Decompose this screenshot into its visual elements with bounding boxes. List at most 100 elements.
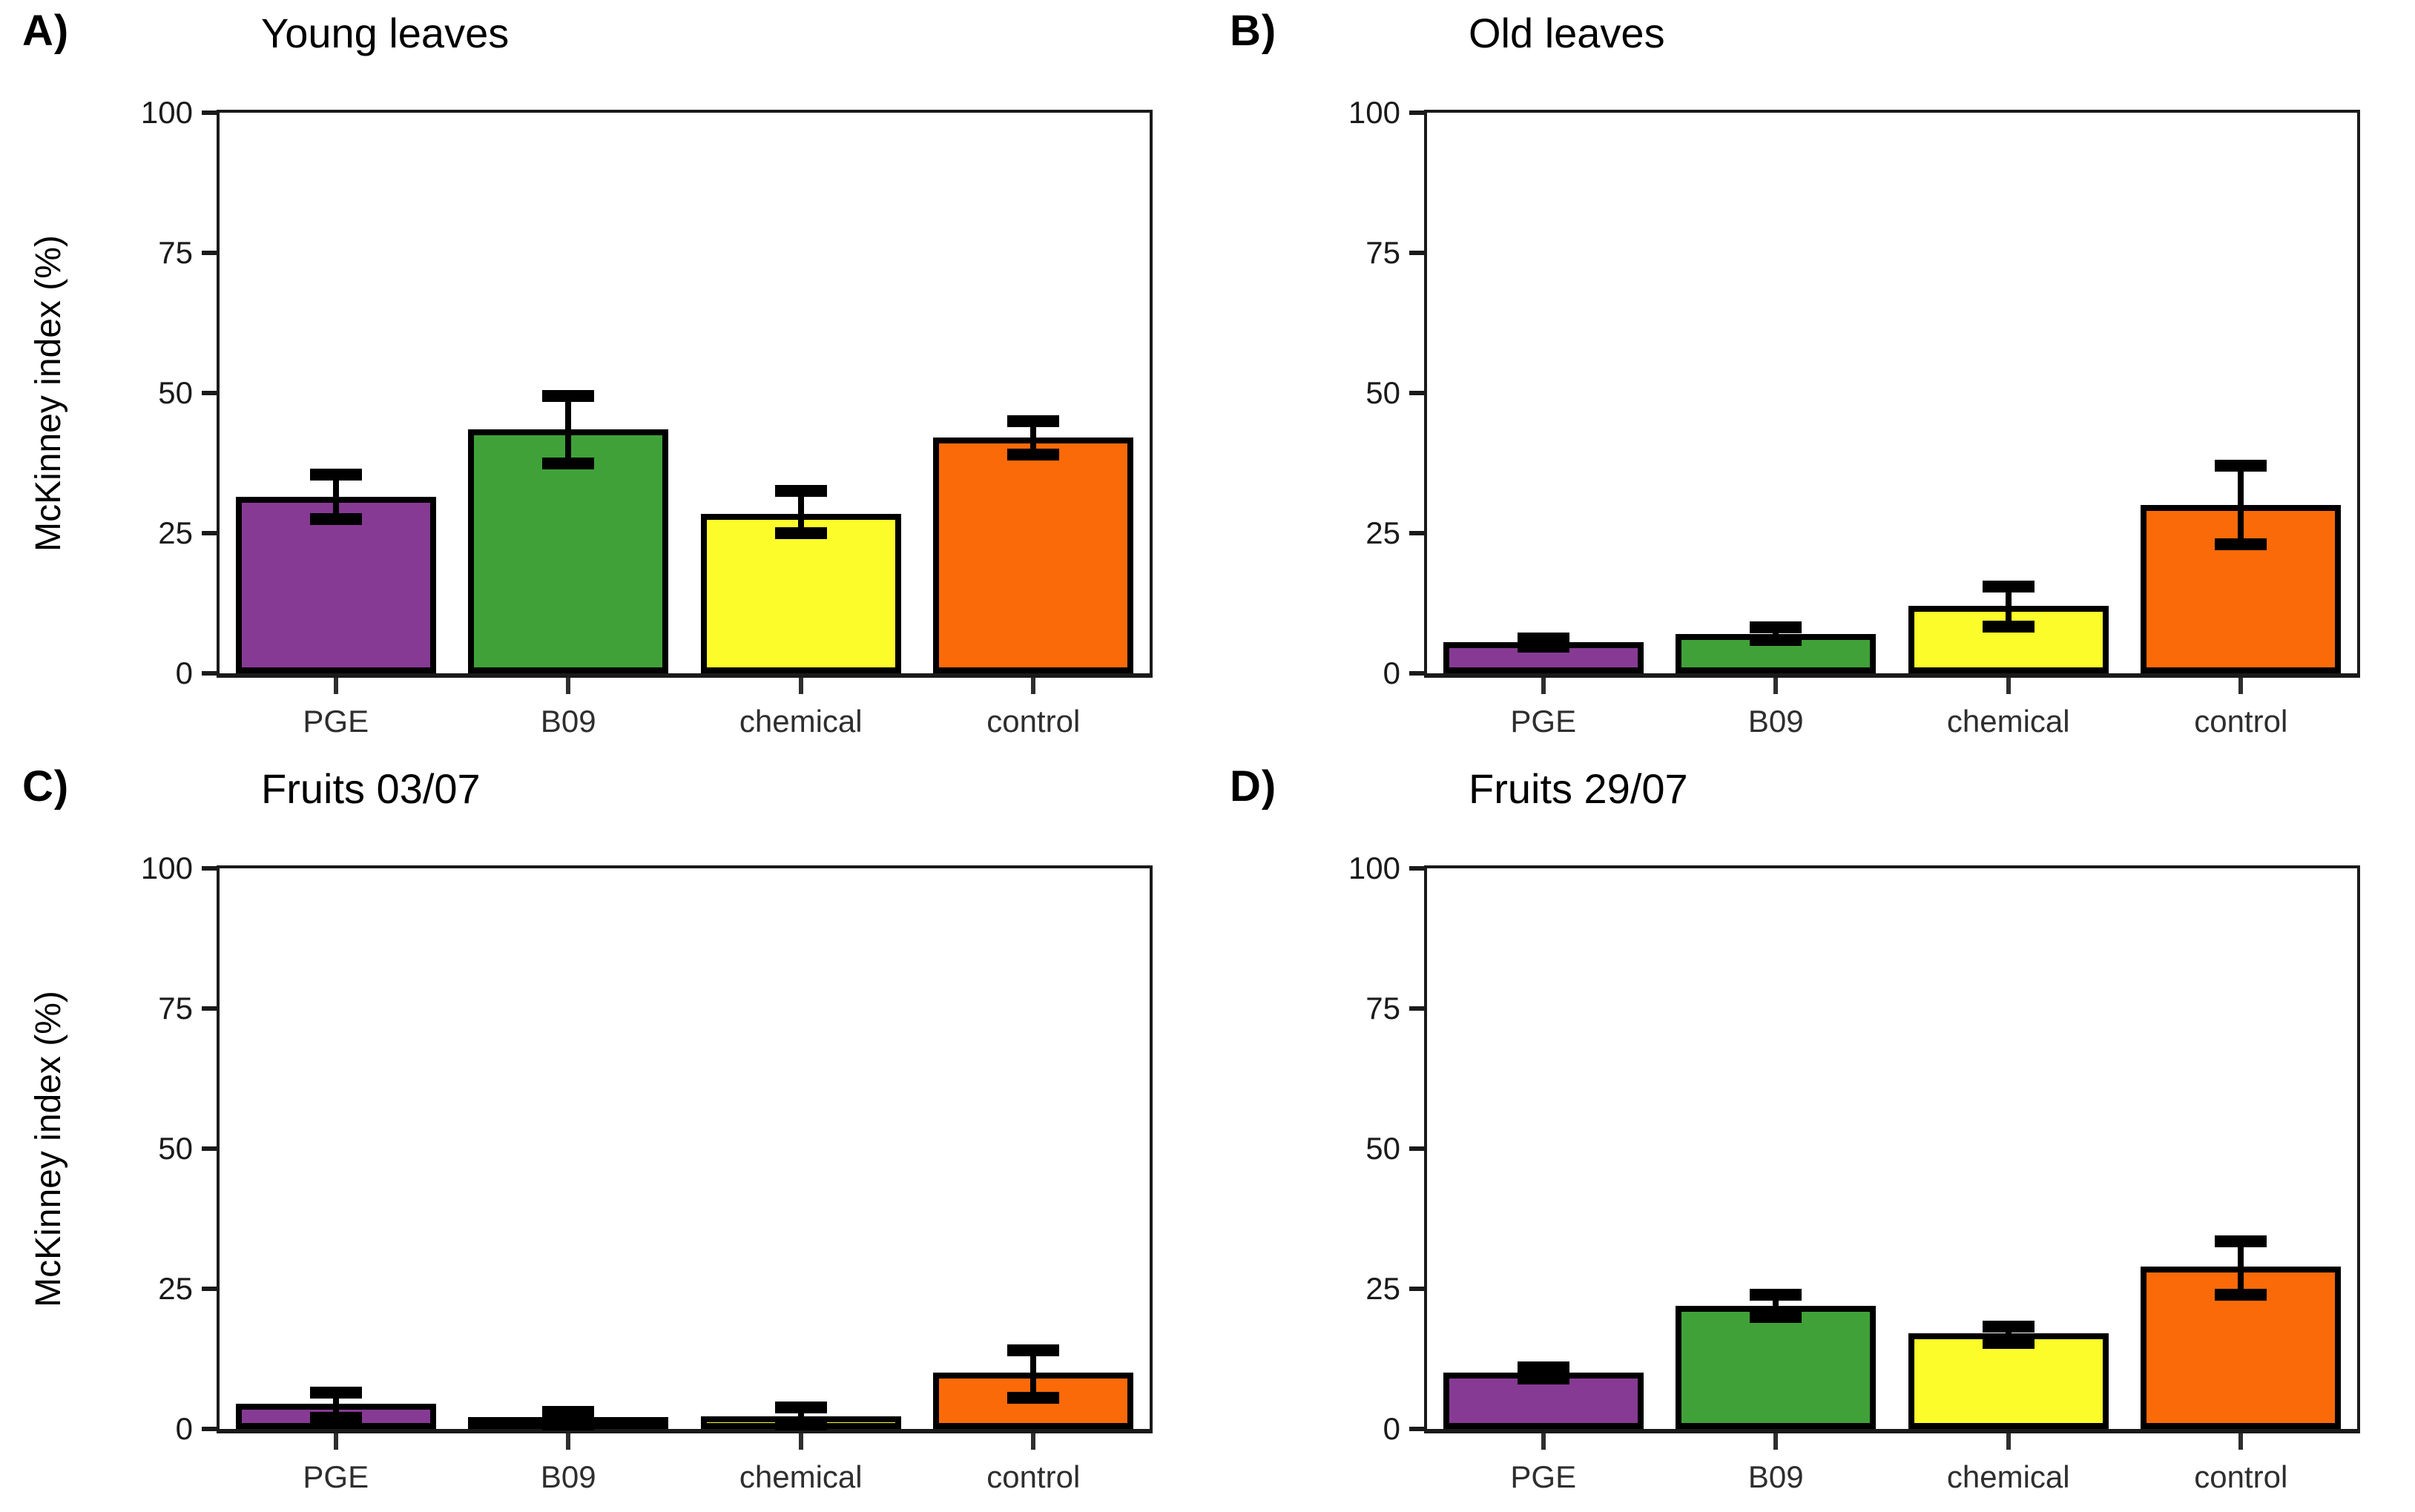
error-bar-control <box>2238 1241 2244 1295</box>
error-cap-top-B09 <box>1750 1288 1802 1301</box>
error-cap-top-control <box>2215 460 2267 472</box>
error-cap-bottom-control <box>1007 1392 1060 1404</box>
error-cap-top-B09 <box>1750 621 1802 634</box>
panel-letter-a: A) <box>22 7 70 55</box>
error-bar-B09 <box>1773 627 1779 640</box>
error-cap-bottom-chemical <box>774 1418 827 1430</box>
error-cap-top-control <box>1007 415 1060 427</box>
error-cap-bottom-PGE <box>309 513 362 526</box>
panel-title-d: Fruits 29/07 <box>1469 765 1688 812</box>
y-tick-label-75: 75 <box>1365 991 1400 1026</box>
panel-title-a: Young leaves <box>261 10 510 56</box>
error-cap-bottom-B09 <box>542 1418 595 1430</box>
x-tick-label-chemical: chemical <box>1946 704 2070 739</box>
x-tick-label-control: control <box>2194 1459 2288 1494</box>
panel-c: C) Fruits 03/07 McKinney index (%) 0 25 50 75 1… <box>0 756 1208 1512</box>
x-tick-control <box>2238 678 2244 694</box>
x-tick-label-chemical: chemical <box>739 704 863 739</box>
error-bar-chemical <box>2005 586 2012 627</box>
error-cap-bottom-control <box>1007 449 1060 461</box>
y-tick-label-50: 50 <box>158 375 193 410</box>
x-tick-label-PGE: PGE <box>1510 1459 1577 1494</box>
y-tick-25 <box>202 1287 217 1291</box>
panel-title-b: Old leaves <box>1469 10 1665 56</box>
x-tick-label-PGE: PGE <box>303 704 369 739</box>
y-tick-0 <box>202 671 217 676</box>
error-cap-bottom-chemical <box>774 527 827 539</box>
x-tick-label-B09: B09 <box>540 1459 596 1494</box>
error-cap-bottom-chemical <box>1982 621 2035 633</box>
y-tick-25 <box>202 531 217 535</box>
x-tick-chemical <box>798 678 803 694</box>
error-cap-top-PGE <box>309 1386 362 1399</box>
x-tick-label-B09: B09 <box>1747 704 1804 739</box>
panel-letter-c: C) <box>22 762 70 811</box>
y-tick-label-75: 75 <box>158 235 193 270</box>
panel-letter-b: B) <box>1230 7 1277 55</box>
bar-B09 <box>468 429 669 673</box>
y-tick-50 <box>202 1146 217 1151</box>
error-cap-top-B09 <box>542 1406 595 1419</box>
x-tick-label-chemical: chemical <box>739 1459 863 1494</box>
error-cap-bottom-PGE <box>1517 640 1569 653</box>
error-cap-top-chemical <box>774 485 827 498</box>
x-tick-B09 <box>1773 678 1779 694</box>
y-tick-label-50: 50 <box>1365 1131 1400 1166</box>
error-cap-top-control <box>1007 1344 1060 1357</box>
error-cap-top-chemical <box>1982 1320 2035 1333</box>
error-bar-chemical <box>2005 1326 2012 1344</box>
error-cap-bottom-control <box>2215 1288 2267 1301</box>
y-tick-label-100: 100 <box>140 95 193 130</box>
y-tick-100 <box>1409 110 1424 115</box>
x-tick-control <box>1031 1433 1036 1450</box>
panel-letter-d: D) <box>1230 762 1277 811</box>
error-cap-bottom-PGE <box>309 1411 362 1424</box>
y-tick-75 <box>1409 1006 1424 1011</box>
error-cap-bottom-control <box>2215 538 2267 551</box>
error-cap-bottom-PGE <box>1517 1372 1569 1384</box>
bar-chemical <box>1908 606 2109 673</box>
y-tick-label-75: 75 <box>158 991 193 1026</box>
bar-B09 <box>1676 1305 1877 1429</box>
y-tick-label-50: 50 <box>1365 375 1400 410</box>
error-cap-bottom-B09 <box>542 457 595 469</box>
error-cap-top-PGE <box>1517 1361 1569 1373</box>
y-tick-75 <box>1409 251 1424 255</box>
plot-area-a: McKinney index (%) 0 25 50 75 100 PGE B09 chemic… <box>29 97 1153 737</box>
x-tick-label-PGE: PGE <box>303 1459 369 1494</box>
y-tick-75 <box>202 251 217 255</box>
x-tick-control <box>1031 678 1036 694</box>
y-tick-label-75: 75 <box>1365 235 1400 270</box>
y-tick-0 <box>1409 1427 1424 1431</box>
y-tick-100 <box>202 110 217 115</box>
error-bar-control <box>2238 466 2244 545</box>
error-bar-PGE <box>332 474 339 520</box>
error-bar-B09 <box>565 1412 572 1424</box>
y-tick-0 <box>1409 671 1424 676</box>
x-tick-PGE <box>333 1433 338 1450</box>
x-tick-B09 <box>566 678 571 694</box>
y-tick-label-25: 25 <box>1365 1271 1400 1306</box>
y-tick-label-25: 25 <box>1365 515 1400 550</box>
x-tick-label-control: control <box>986 1459 1081 1494</box>
y-tick-100 <box>1409 866 1424 871</box>
y-tick-label-25: 25 <box>158 515 193 550</box>
x-tick-PGE <box>1541 678 1546 694</box>
y-tick-50 <box>1409 1146 1424 1151</box>
y-axis-title-text-c: McKinney index (%) <box>28 990 68 1307</box>
x-tick-label-B09: B09 <box>1747 1459 1804 1494</box>
x-tick-label-control: control <box>986 704 1081 739</box>
y-tick-50 <box>1409 391 1424 395</box>
y-tick-25 <box>1409 531 1424 535</box>
x-tick-B09 <box>566 1433 571 1450</box>
error-bar-B09 <box>1773 1294 1779 1317</box>
error-bar-PGE <box>332 1392 339 1418</box>
y-tick-label-50: 50 <box>158 1131 193 1166</box>
y-tick-25 <box>1409 1287 1424 1291</box>
x-tick-chemical <box>2006 678 2011 694</box>
x-tick-control <box>2238 1433 2244 1450</box>
y-tick-75 <box>202 1006 217 1011</box>
error-cap-bottom-B09 <box>1750 633 1802 646</box>
plot-area-b: 0 25 50 75 100 PGE B09 chemical control <box>1348 97 2360 737</box>
